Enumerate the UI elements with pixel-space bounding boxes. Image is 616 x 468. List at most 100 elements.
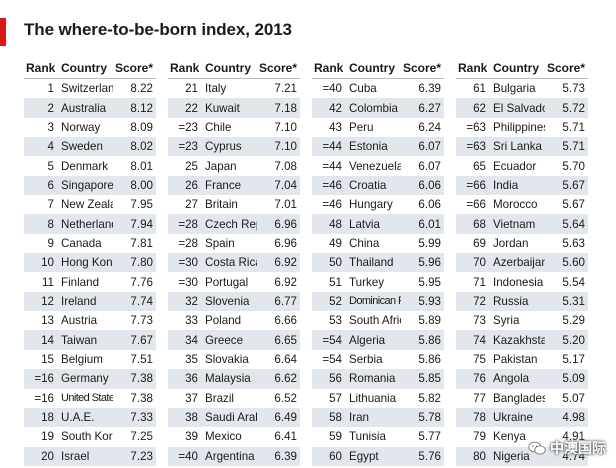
table-row: 75 Pakistan 5.17 bbox=[456, 350, 588, 369]
table-row: =66 India 5.67 bbox=[456, 175, 588, 196]
rank-cell: =54 bbox=[322, 333, 342, 347]
table-header: Rank Country Score* bbox=[168, 58, 300, 79]
rank-cell: 34 bbox=[185, 333, 198, 347]
score-cell: 5.95 bbox=[418, 275, 441, 289]
table-row: 73 Syria 5.29 bbox=[456, 311, 588, 330]
rank-cell: 26 bbox=[185, 178, 198, 192]
country-cell: Slovakia bbox=[205, 352, 249, 366]
score-cell: 5.93 bbox=[418, 294, 441, 308]
score-cell: 5.09 bbox=[562, 372, 585, 386]
score-cell: 7.18 bbox=[274, 101, 297, 115]
score-cell: 5.78 bbox=[418, 411, 441, 425]
rank-cell: =16 bbox=[34, 391, 54, 405]
country-cell: Brazil bbox=[205, 391, 234, 405]
country-cell: Argentina bbox=[205, 449, 255, 463]
country-cell: Vietnam bbox=[493, 217, 536, 231]
score-cell: 4.91 bbox=[562, 430, 585, 444]
country-cell: Portugal bbox=[205, 275, 249, 289]
score-cell: 6.66 bbox=[274, 314, 297, 328]
country-cell: Kazakhstan bbox=[493, 333, 545, 347]
country-cell: United States bbox=[61, 392, 113, 405]
table-row: 32 Slovenia 6.77 bbox=[168, 291, 300, 312]
rank-cell: 9 bbox=[47, 236, 54, 250]
score-cell: 7.01 bbox=[274, 198, 297, 212]
table-row: 79 Kenya 4.91 bbox=[456, 427, 588, 446]
country-cell: Saudi Arabia bbox=[205, 411, 257, 425]
table-row: =16 United States 7.38 bbox=[24, 389, 156, 408]
rank-cell: 80 bbox=[473, 449, 486, 463]
country-cell: Poland bbox=[205, 314, 242, 328]
score-cell: 6.06 bbox=[418, 178, 441, 192]
score-cell: 6.96 bbox=[274, 217, 297, 231]
country-cell: Angola bbox=[493, 372, 530, 386]
rank-header: Rank bbox=[170, 61, 200, 75]
rank-cell: 69 bbox=[473, 236, 486, 250]
table-row: =40 Cuba 6.39 bbox=[312, 79, 444, 98]
country-cell: Syria bbox=[493, 314, 520, 328]
country-cell: South Korea bbox=[61, 430, 113, 444]
table-row: 76 Angola 5.09 bbox=[456, 369, 588, 389]
table-row: =16 Germany 7.38 bbox=[24, 369, 156, 389]
rank-cell: 2 bbox=[47, 101, 54, 115]
score-cell: 5.72 bbox=[562, 101, 585, 115]
country-cell: Estonia bbox=[349, 140, 388, 154]
score-cell: 6.65 bbox=[274, 333, 297, 347]
rank-cell: 3 bbox=[47, 120, 54, 134]
table-row: 14 Taiwan 7.67 bbox=[24, 330, 156, 350]
rank-cell: 42 bbox=[329, 101, 342, 115]
table-row: 39 Mexico 6.41 bbox=[168, 427, 300, 446]
score-cell: 5.60 bbox=[562, 256, 585, 270]
score-cell: 5.70 bbox=[562, 159, 585, 173]
score-cell: 8.00 bbox=[130, 178, 153, 192]
rank-cell: 60 bbox=[329, 449, 342, 463]
country-cell: Sri Lanka bbox=[493, 140, 542, 154]
rank-cell: 61 bbox=[473, 82, 486, 96]
table-row: 65 Ecuador 5.70 bbox=[456, 156, 588, 175]
score-cell: 5.17 bbox=[562, 352, 585, 366]
table-header: Rank Country Score* bbox=[312, 58, 444, 79]
rank-cell: 7 bbox=[47, 198, 54, 212]
rank-cell: 21 bbox=[185, 82, 198, 96]
country-cell: Morocco bbox=[493, 198, 538, 212]
score-cell: 5.73 bbox=[562, 82, 585, 96]
score-cell: 7.94 bbox=[130, 217, 153, 231]
country-header: Country bbox=[205, 61, 251, 75]
country-cell: South Africa bbox=[349, 314, 401, 328]
country-cell: Hong Kong bbox=[61, 256, 113, 270]
table-row: =23 Cyprus 7.10 bbox=[168, 137, 300, 157]
country-cell: Croatia bbox=[349, 178, 387, 192]
table-row: 78 Ukraine 4.98 bbox=[456, 407, 588, 428]
rank-cell: 25 bbox=[185, 159, 198, 173]
table-row: 48 Latvia 6.01 bbox=[312, 214, 444, 234]
table-row: 18 U.A.E. 7.33 bbox=[24, 407, 156, 428]
score-cell: 5.86 bbox=[418, 352, 441, 366]
country-cell: Ecuador bbox=[493, 159, 537, 173]
country-cell: Malaysia bbox=[205, 372, 251, 386]
country-cell: Sweden bbox=[61, 140, 103, 154]
rank-cell: 73 bbox=[473, 314, 486, 328]
score-cell: 5.54 bbox=[562, 275, 585, 289]
table-row: 5 Denmark 8.01 bbox=[24, 156, 156, 175]
country-cell: Italy bbox=[205, 82, 227, 96]
rank-cell: =46 bbox=[322, 198, 342, 212]
rank-cell: =40 bbox=[322, 82, 342, 96]
country-cell: Japan bbox=[205, 159, 237, 173]
table-row: =46 Hungary 6.06 bbox=[312, 195, 444, 214]
table-row: =54 Serbia 5.86 bbox=[312, 350, 444, 369]
rank-cell: 18 bbox=[41, 411, 54, 425]
score-cell: 7.10 bbox=[274, 140, 297, 154]
rank-cell: 19 bbox=[41, 430, 54, 444]
country-cell: Thailand bbox=[349, 256, 394, 270]
country-cell: Latvia bbox=[349, 217, 380, 231]
rank-cell: 11 bbox=[41, 275, 54, 289]
rank-cell: =66 bbox=[466, 178, 486, 192]
country-cell: Pakistan bbox=[493, 352, 538, 366]
score-cell: 4.98 bbox=[562, 411, 585, 425]
table-row: 58 Iran 5.78 bbox=[312, 407, 444, 428]
rank-cell: 57 bbox=[329, 391, 342, 405]
table-row: 74 Kazakhstan 5.20 bbox=[456, 330, 588, 350]
country-cell: Philippines bbox=[493, 120, 545, 134]
rank-cell: 52 bbox=[329, 294, 342, 308]
country-cell: Canada bbox=[61, 236, 102, 250]
country-cell: Spain bbox=[205, 236, 235, 250]
